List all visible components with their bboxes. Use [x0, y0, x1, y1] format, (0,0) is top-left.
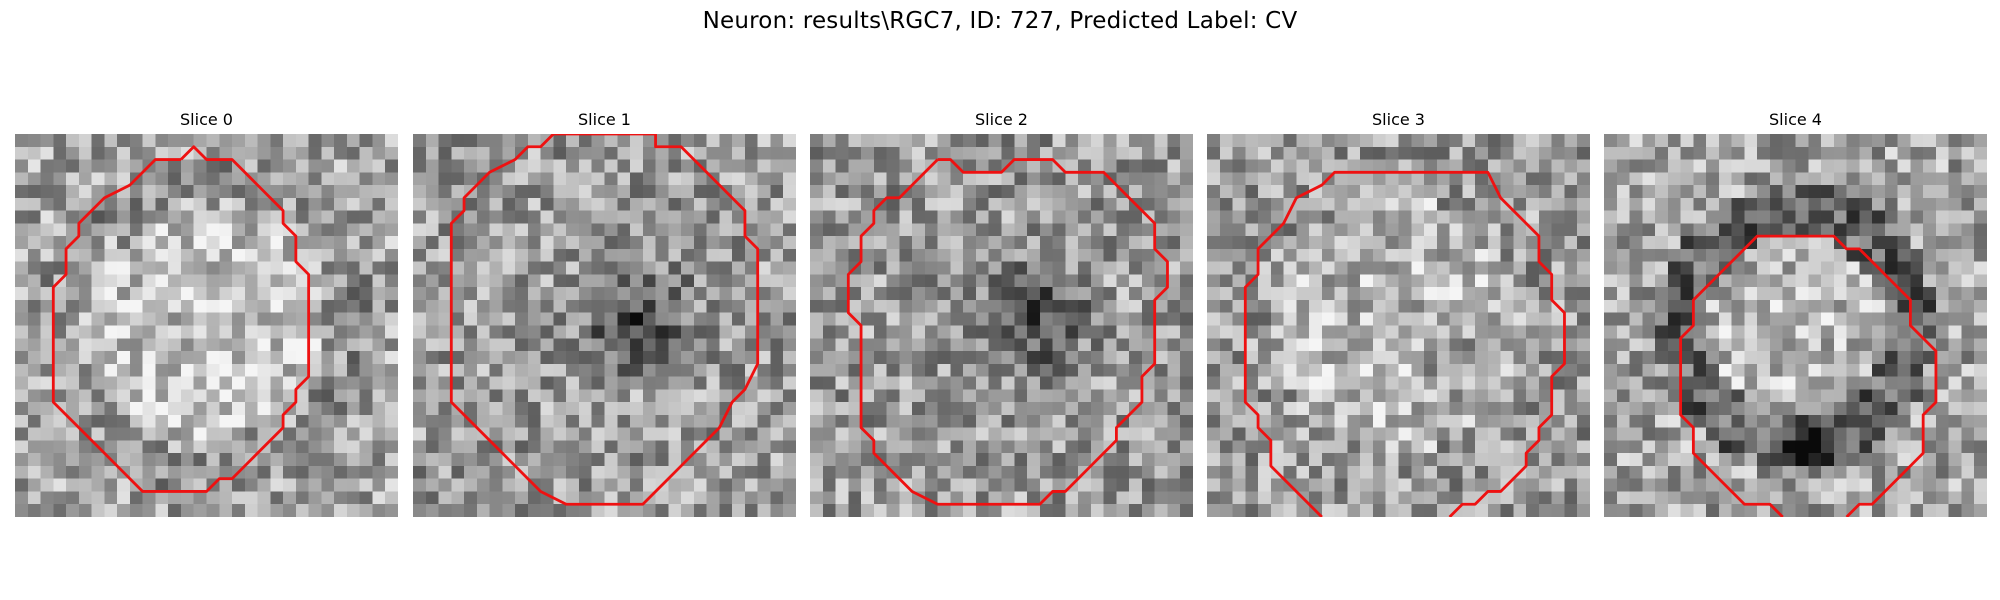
figure-title: Neuron: results\RGC7, ID: 727, Predicted…	[702, 8, 1298, 34]
slice-image	[1207, 134, 1590, 517]
contour-outline	[1679, 234, 1938, 517]
slice-title: Slice 0	[180, 110, 233, 129]
slice-image	[413, 134, 796, 517]
slice-image	[15, 134, 398, 517]
slice-title: Slice 4	[1769, 110, 1822, 129]
contour-outline	[846, 158, 1169, 506]
slice-image	[810, 134, 1193, 517]
slice-panel-4: Slice 4	[1604, 109, 1987, 517]
slice-title: Slice 3	[1372, 110, 1425, 129]
slice-panel-2: Slice 2	[810, 109, 1193, 517]
contour-outline	[449, 134, 760, 506]
slice-title: Slice 2	[975, 110, 1028, 129]
slice-panel-3: Slice 3	[1207, 109, 1590, 517]
contour-outline	[51, 145, 311, 493]
slice-image	[1604, 134, 1987, 517]
slice-panel-0: Slice 0	[15, 109, 398, 517]
slice-panel-1: Slice 1	[413, 109, 796, 517]
contour-outline	[1243, 170, 1566, 517]
slice-title: Slice 1	[578, 110, 631, 129]
